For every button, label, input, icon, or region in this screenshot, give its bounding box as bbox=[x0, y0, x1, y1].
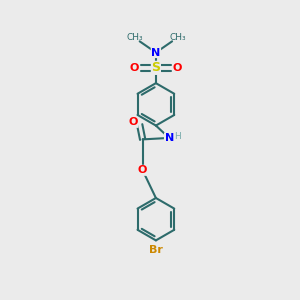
Text: O: O bbox=[138, 165, 147, 175]
Text: CH₃: CH₃ bbox=[126, 33, 143, 42]
Text: H: H bbox=[174, 132, 181, 141]
Text: Br: Br bbox=[149, 245, 163, 255]
Text: S: S bbox=[152, 61, 160, 74]
Text: N: N bbox=[151, 47, 160, 58]
Text: O: O bbox=[173, 63, 182, 73]
Text: O: O bbox=[129, 63, 139, 73]
Text: CH₃: CH₃ bbox=[169, 33, 186, 42]
Text: O: O bbox=[128, 117, 138, 127]
Text: N: N bbox=[164, 133, 174, 143]
